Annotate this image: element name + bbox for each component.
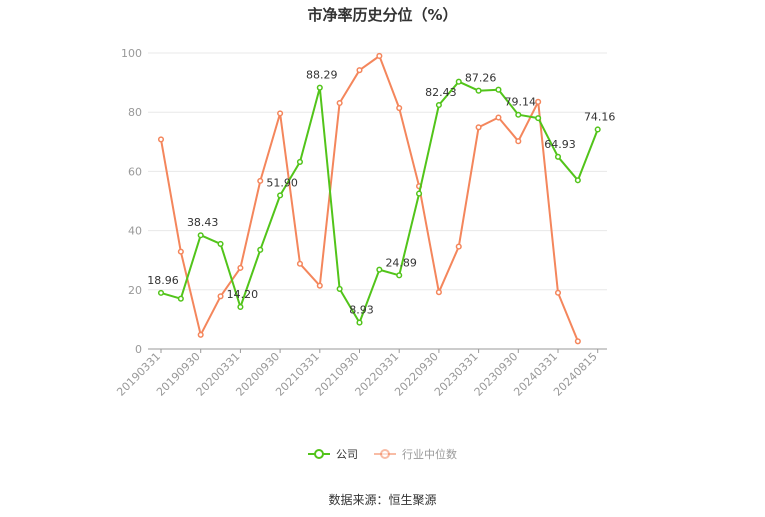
data-point (316, 282, 323, 289)
y-tick-label: 40 (128, 225, 142, 238)
data-point (515, 138, 522, 145)
data-label: 87.26 (465, 72, 497, 85)
data-label: 79.14 (505, 96, 537, 109)
data-point (296, 158, 304, 165)
y-tick-label: 100 (121, 47, 142, 60)
legend-marker-icon (308, 449, 330, 459)
data-point (277, 192, 284, 199)
data-point (475, 87, 482, 94)
data-point (594, 126, 601, 133)
data-point (316, 84, 323, 91)
data-point (435, 101, 442, 109)
data-point (177, 295, 184, 302)
data-point (376, 52, 383, 60)
legend-marker-icon (374, 449, 396, 459)
data-point (157, 136, 165, 143)
y-tick-label: 0 (135, 343, 142, 356)
data-point (277, 110, 284, 117)
legend-item-0[interactable]: 公司 (308, 446, 358, 462)
y-tick-label: 20 (128, 284, 142, 297)
data-point (356, 319, 363, 326)
data-point (535, 98, 542, 105)
data-label: 74.16 (584, 110, 616, 123)
data-point (574, 177, 581, 184)
data-point (237, 264, 244, 271)
data-point (197, 331, 204, 338)
data-point (376, 266, 383, 273)
data-label: 38.43 (187, 216, 219, 229)
data-point (217, 293, 224, 300)
data-source-note: 数据来源：恒生聚源 (328, 493, 437, 507)
data-label: 8.93 (349, 304, 374, 317)
data-point (157, 289, 165, 296)
data-label: 64.93 (544, 138, 576, 151)
data-point (535, 115, 542, 122)
data-point (416, 190, 423, 197)
data-point (554, 153, 562, 160)
data-point (257, 177, 264, 184)
data-point (455, 243, 462, 250)
y-tick-label: 60 (128, 165, 142, 178)
data-point (296, 260, 304, 267)
data-point (396, 105, 403, 112)
legend-item-1[interactable]: 行业中位数 (374, 446, 457, 462)
data-label: 82.43 (425, 86, 457, 99)
data-label: 24.89 (385, 256, 417, 269)
data-point (217, 240, 224, 247)
data-label: 18.96 (147, 274, 179, 287)
legend-label: 公司 (336, 448, 358, 461)
data-point (197, 232, 204, 239)
data-point (495, 114, 502, 121)
data-point (495, 86, 502, 93)
legend: 公司 行业中位数 (0, 446, 765, 463)
data-point (177, 248, 184, 255)
data-point (257, 246, 264, 253)
legend-label: 行业中位数 (402, 448, 457, 461)
y-tick-label: 80 (128, 106, 142, 119)
data-point (554, 289, 562, 296)
data-label: 88.29 (306, 69, 338, 82)
data-point (336, 285, 343, 292)
data-point (475, 124, 482, 131)
data-point (396, 272, 403, 279)
data-point (435, 289, 442, 296)
data-point (356, 67, 363, 74)
chart-title: 市净率历史分位（%） (307, 6, 458, 24)
data-label: 14.20 (227, 288, 259, 301)
data-point (455, 78, 462, 85)
x-tick-label: 20240815 (551, 350, 600, 399)
data-point (515, 111, 522, 118)
data-point (336, 99, 343, 107)
data-label: 51.90 (266, 176, 298, 189)
data-point (574, 338, 581, 345)
series-line-1 (160, 55, 579, 342)
data-point (237, 303, 244, 311)
